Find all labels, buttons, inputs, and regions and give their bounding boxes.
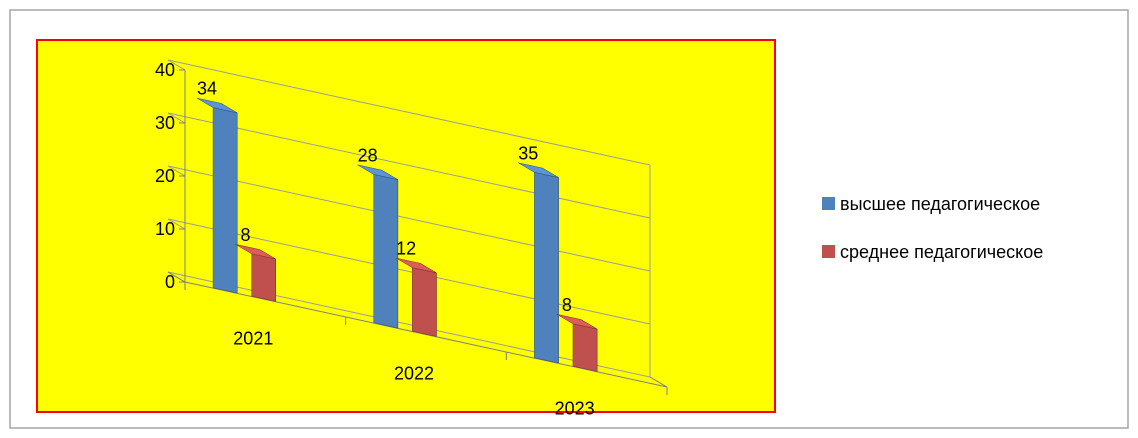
x-category-label: 2023 xyxy=(555,399,595,419)
y-tick-label: 10 xyxy=(155,219,175,239)
bar-top-face xyxy=(556,314,598,330)
data-label: 34 xyxy=(197,79,217,99)
x-axis-line xyxy=(184,281,668,388)
bar-vysshee-2021 xyxy=(196,97,238,294)
bar-vysshee-2022 xyxy=(357,164,399,329)
data-label: 8 xyxy=(241,225,251,245)
bar-front-face xyxy=(373,174,399,329)
legend: высшее педагогическое среднее педагогиче… xyxy=(822,194,1043,262)
back-gridline xyxy=(167,112,651,219)
bar-srednee-2021 xyxy=(235,244,276,302)
back-gridline xyxy=(167,59,651,166)
back-gridline xyxy=(167,165,651,272)
side-gridline xyxy=(167,59,186,71)
data-label: 8 xyxy=(562,295,572,315)
x-category-label: 2022 xyxy=(394,364,434,384)
bar-top-face xyxy=(396,257,437,274)
bar-srednee-2022 xyxy=(396,257,437,337)
side-gridline xyxy=(167,165,186,177)
data-label: 35 xyxy=(518,143,538,163)
bar-srednee-2023 xyxy=(556,314,598,372)
bar-front-face xyxy=(534,171,559,364)
x-category-label: 2021 xyxy=(233,329,273,349)
side-gridline xyxy=(167,218,186,230)
bar-top-face xyxy=(518,162,559,178)
bar-top-face xyxy=(357,164,398,180)
y-tick-label: 20 xyxy=(155,166,175,186)
labels-layer: 34 8 28 12 35 8 xyxy=(197,79,572,315)
axis-layer: 0 10 20 30 40 2021 2022 2023 xyxy=(155,60,668,419)
floor-side-edge xyxy=(167,271,186,283)
bar-top-face xyxy=(235,244,276,260)
data-label: 28 xyxy=(358,146,378,166)
bar-top-face xyxy=(196,97,238,114)
bar-front-face xyxy=(251,253,276,302)
legend-swatch-vysshee xyxy=(822,197,835,210)
bars-layer xyxy=(196,97,598,372)
back-gridline xyxy=(167,218,651,325)
y-tick-label: 30 xyxy=(155,113,175,133)
side-gridline xyxy=(167,112,186,124)
bar-front-face xyxy=(572,323,598,372)
data-label: 12 xyxy=(396,239,416,259)
floor-right-edge xyxy=(649,376,668,388)
bar-vysshee-2023 xyxy=(518,162,559,364)
legend-swatch-srednee xyxy=(822,245,835,258)
legend-label-srednee: среднее педагогическое xyxy=(840,242,1043,262)
bar-front-face xyxy=(412,267,437,337)
plot-area xyxy=(36,39,776,413)
bar-front-face xyxy=(212,107,238,294)
y-tick-label: 40 xyxy=(155,60,175,80)
back-gridline xyxy=(167,271,651,378)
legend-label-vysshee: высшее педагогическое xyxy=(840,194,1040,214)
y-tick-label: 0 xyxy=(165,272,175,292)
